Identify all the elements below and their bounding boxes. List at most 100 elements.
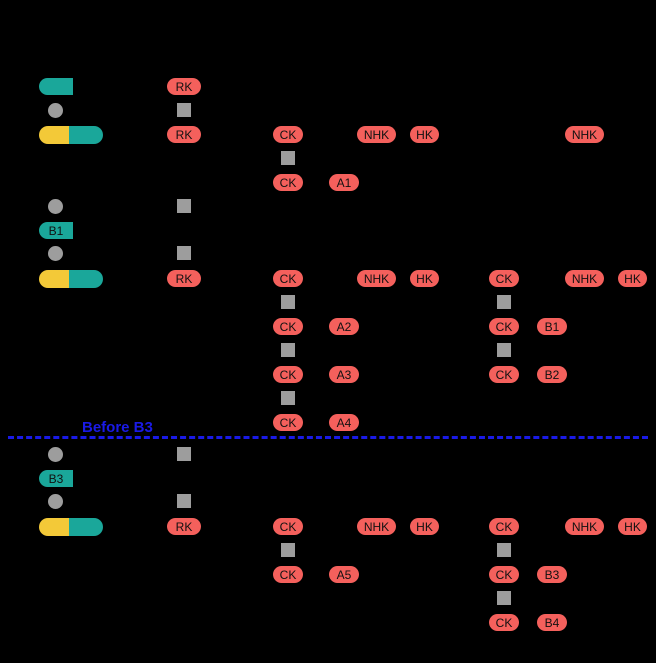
connector-square-icon: [177, 103, 191, 117]
connector-dot-icon: [48, 199, 63, 214]
badge-b2[interactable]: B2: [537, 366, 567, 383]
badge-nhk[interactable]: NHK: [357, 270, 396, 287]
badge-nhk[interactable]: NHK: [357, 126, 396, 143]
divider-dashed-line: [8, 436, 648, 439]
teal-badge-b1[interactable]: B1: [39, 222, 73, 239]
connector-dot-icon: [48, 447, 63, 462]
badge-label: A1: [336, 175, 352, 190]
connector-square-icon: [497, 543, 511, 557]
badge-label: CK: [279, 319, 297, 334]
badge-a3[interactable]: A3: [329, 366, 359, 383]
badge-a1[interactable]: A1: [329, 174, 359, 191]
badge-ck[interactable]: CK: [273, 518, 303, 535]
badge-ck[interactable]: CK: [273, 174, 303, 191]
split-bar-teal-segment: [69, 518, 103, 536]
badge-label: HK: [416, 519, 433, 534]
badge-label: CK: [279, 415, 297, 430]
badge-label: A2: [336, 319, 352, 334]
badge-nhk[interactable]: NHK: [565, 126, 604, 143]
badge-label: A3: [336, 367, 352, 382]
badge-nhk[interactable]: NHK: [565, 518, 604, 535]
badge-ck[interactable]: CK: [489, 614, 519, 631]
badge-ck[interactable]: CK: [489, 366, 519, 383]
connector-square-icon: [281, 151, 295, 165]
split-bar-yellow-teal[interactable]: [39, 126, 103, 144]
badge-ck[interactable]: CK: [273, 318, 303, 335]
badge-label: B4: [544, 615, 560, 630]
badge-label: CK: [495, 567, 513, 582]
badge-label: CK: [495, 615, 513, 630]
badge-label: A5: [336, 567, 352, 582]
connector-square-icon: [281, 295, 295, 309]
badge-label: RK: [175, 271, 193, 286]
badge-ck[interactable]: CK: [273, 270, 303, 287]
badge-nhk[interactable]: NHK: [565, 270, 604, 287]
badge-b1[interactable]: B1: [537, 318, 567, 335]
badge-hk[interactable]: HK: [618, 270, 647, 287]
split-bar-yellow-segment: [39, 126, 69, 144]
badge-ck[interactable]: CK: [273, 126, 303, 143]
badge-ck[interactable]: CK: [489, 518, 519, 535]
badge-rk[interactable]: RK: [167, 518, 201, 535]
badge-label: CK: [279, 127, 297, 142]
connector-square-icon: [281, 343, 295, 357]
badge-rk[interactable]: RK: [167, 126, 201, 143]
badge-label: NHK: [363, 271, 390, 286]
badge-label: A4: [336, 415, 352, 430]
teal-badge-label: B1: [48, 223, 64, 238]
badge-label: NHK: [571, 519, 598, 534]
badge-hk[interactable]: HK: [618, 518, 647, 535]
badge-rk[interactable]: RK: [167, 270, 201, 287]
connector-square-icon: [281, 543, 295, 557]
badge-ck[interactable]: CK: [273, 414, 303, 431]
badge-ck[interactable]: CK: [489, 270, 519, 287]
badge-a4[interactable]: A4: [329, 414, 359, 431]
badge-hk[interactable]: HK: [410, 270, 439, 287]
split-bar-yellow-segment: [39, 270, 69, 288]
split-bar-yellow-teal[interactable]: [39, 270, 103, 288]
split-bar-teal-segment: [69, 126, 103, 144]
badge-label: CK: [495, 367, 513, 382]
teal-badge-b3[interactable]: B3: [39, 470, 73, 487]
badge-label: NHK: [363, 127, 390, 142]
teal-badge-label: B3: [48, 471, 64, 486]
badge-a2[interactable]: A2: [329, 318, 359, 335]
split-bar-teal-segment: [69, 270, 103, 288]
badge-hk[interactable]: HK: [410, 518, 439, 535]
badge-rk[interactable]: RK: [167, 78, 201, 95]
connector-square-icon: [177, 246, 191, 260]
badge-label: NHK: [571, 271, 598, 286]
divider-label-before-b3: Before B3: [82, 419, 153, 436]
badge-b3[interactable]: B3: [537, 566, 567, 583]
badge-b4[interactable]: B4: [537, 614, 567, 631]
badge-label: CK: [279, 367, 297, 382]
badge-label: CK: [279, 175, 297, 190]
badge-hk[interactable]: HK: [410, 126, 439, 143]
teal-bar[interactable]: [39, 78, 73, 95]
badge-label: CK: [495, 519, 513, 534]
badge-ck[interactable]: CK: [489, 566, 519, 583]
badge-label: HK: [624, 519, 641, 534]
badge-label: RK: [175, 127, 193, 142]
badge-label: CK: [495, 319, 513, 334]
badge-label: CK: [279, 567, 297, 582]
badge-ck[interactable]: CK: [489, 318, 519, 335]
badge-a5[interactable]: A5: [329, 566, 359, 583]
badge-label: NHK: [363, 519, 390, 534]
badge-label: NHK: [571, 127, 598, 142]
badge-label: HK: [416, 271, 433, 286]
connector-dot-icon: [48, 103, 63, 118]
connector-square-icon: [497, 343, 511, 357]
badge-ck[interactable]: CK: [273, 566, 303, 583]
badge-label: HK: [624, 271, 641, 286]
connector-dot-icon: [48, 494, 63, 509]
connector-dot-icon: [48, 246, 63, 261]
badge-nhk[interactable]: NHK: [357, 518, 396, 535]
split-bar-yellow-segment: [39, 518, 69, 536]
badge-ck[interactable]: CK: [273, 366, 303, 383]
connector-square-icon: [497, 591, 511, 605]
split-bar-yellow-teal[interactable]: [39, 518, 103, 536]
connector-square-icon: [177, 199, 191, 213]
badge-label: CK: [279, 519, 297, 534]
